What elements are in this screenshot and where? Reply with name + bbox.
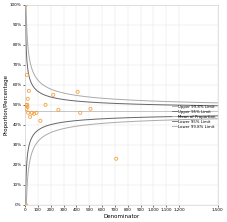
Upper 95% Limit [109,102,111,105]
Lower 95% Limit [174,115,177,118]
Point [28,115,32,119]
Upper 99.8% Limit [109,97,111,100]
Point [78,111,82,115]
Upper 99.8% Limit [102,97,104,100]
Point [26,97,30,101]
Upper 95% Limit [24,4,27,6]
Mean of Proportion [24,109,27,112]
Point [25,103,28,107]
Point [57,108,60,112]
Point [39,119,42,123]
Upper 99.8% Limit [24,4,27,6]
Lower 99.8% Limit [178,118,180,121]
Point [32,112,36,116]
Point [35,111,38,115]
Upper 95% Limit [43,94,46,96]
Lower 99.8% Limit [102,122,104,125]
Lower 95% Limit [43,125,46,128]
Point [51,93,55,97]
Point [24,3,27,7]
Upper 95% Limit [174,104,177,106]
Upper 99.8% Limit [43,85,46,87]
Upper 95% Limit [102,101,104,104]
Lower 99.8% Limit [43,134,46,137]
Point [25,73,29,77]
Point [26,111,30,115]
Lower 99.8% Limit [24,203,27,206]
Point [114,157,118,161]
X-axis label: Denominator: Denominator [103,214,139,218]
Point [26,105,29,109]
Lower 95% Limit [24,203,27,206]
Point [30,111,34,115]
Upper 99.8% Limit [216,101,219,104]
Point [76,90,79,94]
Legend: Upper 99.8% Limit, Upper 95% Limit, Mean of Proportion, Lower 95% Limit, Lower 9: Upper 99.8% Limit, Upper 95% Limit, Mean… [173,105,216,129]
Lower 95% Limit [216,115,219,117]
Upper 99.8% Limit [156,100,159,103]
Upper 99.8% Limit [178,101,180,103]
Line: Upper 99.8% Limit: Upper 99.8% Limit [25,5,218,103]
Point [24,203,28,206]
Lower 99.8% Limit [156,119,159,122]
Lower 99.8% Limit [216,117,219,120]
Point [25,107,28,111]
Lower 95% Limit [178,115,180,118]
Line: Upper 95% Limit: Upper 95% Limit [25,5,218,106]
Point [44,103,47,107]
Upper 95% Limit [156,103,159,106]
Y-axis label: Proportion/Percentage: Proportion/Percentage [3,74,8,135]
Point [89,107,92,111]
Lower 99.8% Limit [174,119,177,121]
Line: Lower 95% Limit: Lower 95% Limit [25,116,218,205]
Lower 95% Limit [109,117,111,120]
Mean of Proportion [24,109,26,112]
Upper 95% Limit [216,104,219,107]
Upper 95% Limit [178,104,180,107]
Line: Lower 99.8% Limit: Lower 99.8% Limit [25,119,218,205]
Upper 99.8% Limit [174,101,177,103]
Point [27,89,31,93]
Point [25,103,29,107]
Lower 95% Limit [102,117,104,120]
Lower 99.8% Limit [109,121,111,124]
Lower 95% Limit [156,116,159,118]
